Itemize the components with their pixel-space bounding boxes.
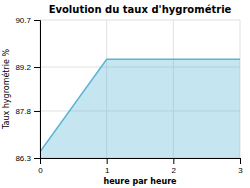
tick-mark xyxy=(34,158,40,159)
y-axis: 86.3 87.8 89.2 90.7 xyxy=(15,16,40,163)
tick-label: 1 xyxy=(105,166,110,175)
marks xyxy=(40,59,240,158)
area xyxy=(40,59,240,158)
tick-mark xyxy=(34,20,40,21)
tick-label: 3 xyxy=(238,166,243,175)
chart: 0 1 2 3 86.3 87.8 89.2 90.7 Evolution du taux d'… xyxy=(0,0,250,188)
tick: 3 xyxy=(238,158,243,175)
tick-label: 89.2 xyxy=(15,63,31,72)
tick-label: 2 xyxy=(172,166,177,175)
axis-line xyxy=(34,21,41,159)
tick: 89.2 xyxy=(15,63,40,72)
line xyxy=(40,59,240,152)
tick: 87.8 xyxy=(15,107,40,116)
tick: 0 xyxy=(38,158,43,175)
tick-label: 90.7 xyxy=(15,16,31,25)
tick-mark xyxy=(240,158,241,164)
axis-line xyxy=(41,159,241,165)
tick: 86.3 xyxy=(15,154,40,163)
grid-line xyxy=(40,20,240,21)
x-axis: 0 1 2 3 xyxy=(38,158,243,175)
tick-mark xyxy=(107,158,108,164)
x-axis-title: heure par heure xyxy=(103,177,177,186)
tick-label: 0 xyxy=(38,166,43,175)
tick-label: 86.3 xyxy=(15,154,31,163)
tick-mark xyxy=(34,67,40,68)
plot: 0 1 2 3 86.3 87.8 89.2 90.7 xyxy=(15,16,243,175)
tick-mark xyxy=(34,111,40,112)
tick: 1 xyxy=(105,158,110,175)
grid xyxy=(40,20,240,158)
tick: 2 xyxy=(172,158,177,175)
tick-mark xyxy=(173,158,174,164)
title: Evolution du taux d'hygrométrie xyxy=(49,4,232,15)
y-axis-title: Taux hygrométrie % xyxy=(1,49,11,131)
tick: 90.7 xyxy=(15,16,40,25)
tick-label: 87.8 xyxy=(15,107,31,116)
